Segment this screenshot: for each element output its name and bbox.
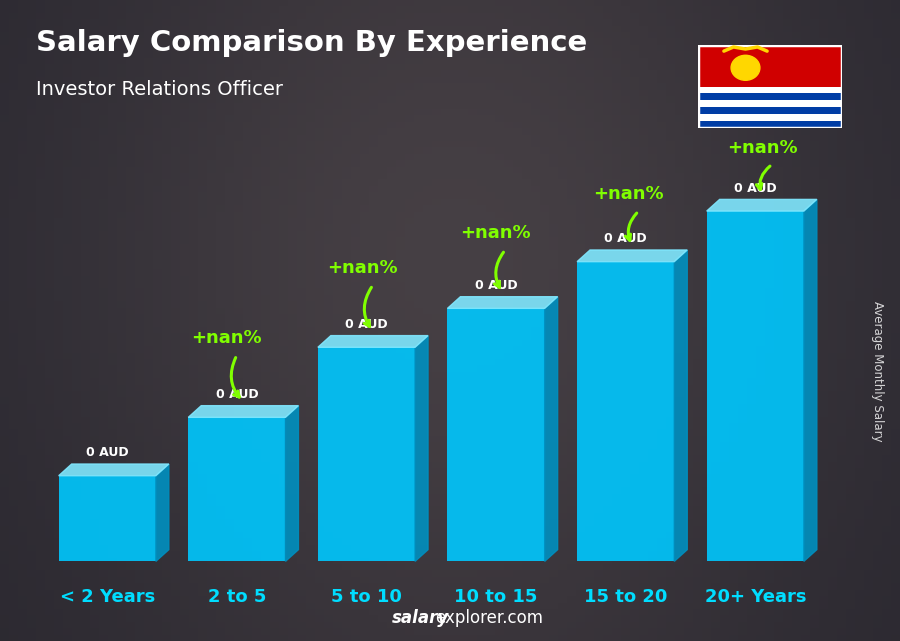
- Bar: [698, 101, 842, 107]
- Polygon shape: [318, 336, 428, 347]
- Text: 0 AUD: 0 AUD: [734, 182, 777, 195]
- Polygon shape: [285, 406, 299, 562]
- Text: 0 AUD: 0 AUD: [605, 232, 647, 246]
- Text: 0 AUD: 0 AUD: [475, 279, 518, 292]
- Text: Investor Relations Officer: Investor Relations Officer: [36, 80, 283, 99]
- Polygon shape: [577, 250, 688, 262]
- Text: 0 AUD: 0 AUD: [346, 318, 388, 331]
- Text: +nan%: +nan%: [192, 329, 262, 347]
- Text: 0 AUD: 0 AUD: [86, 446, 129, 460]
- Bar: [58, 476, 156, 562]
- Text: 0 AUD: 0 AUD: [216, 388, 258, 401]
- Polygon shape: [674, 250, 688, 562]
- Bar: [447, 308, 544, 562]
- Text: Average Monthly Salary: Average Monthly Salary: [871, 301, 884, 442]
- Circle shape: [731, 55, 760, 80]
- Polygon shape: [156, 464, 169, 562]
- Bar: [698, 107, 842, 114]
- Polygon shape: [58, 464, 169, 476]
- Polygon shape: [804, 199, 817, 562]
- Bar: [188, 417, 285, 562]
- Bar: [698, 87, 842, 94]
- Text: salary: salary: [392, 609, 449, 627]
- Polygon shape: [447, 297, 558, 308]
- Text: +nan%: +nan%: [328, 259, 398, 278]
- Polygon shape: [706, 199, 817, 211]
- Text: +nan%: +nan%: [593, 185, 664, 203]
- Text: +nan%: +nan%: [727, 138, 797, 156]
- Bar: [706, 211, 804, 562]
- Polygon shape: [544, 297, 558, 562]
- Bar: [698, 94, 842, 101]
- Text: explorer.com: explorer.com: [435, 609, 543, 627]
- Bar: [698, 114, 842, 121]
- Bar: [577, 262, 674, 562]
- Bar: [698, 45, 842, 87]
- Text: +nan%: +nan%: [460, 224, 530, 242]
- Polygon shape: [415, 336, 428, 562]
- Text: Salary Comparison By Experience: Salary Comparison By Experience: [36, 29, 587, 57]
- Polygon shape: [188, 406, 299, 417]
- Bar: [698, 121, 842, 128]
- Bar: [318, 347, 415, 562]
